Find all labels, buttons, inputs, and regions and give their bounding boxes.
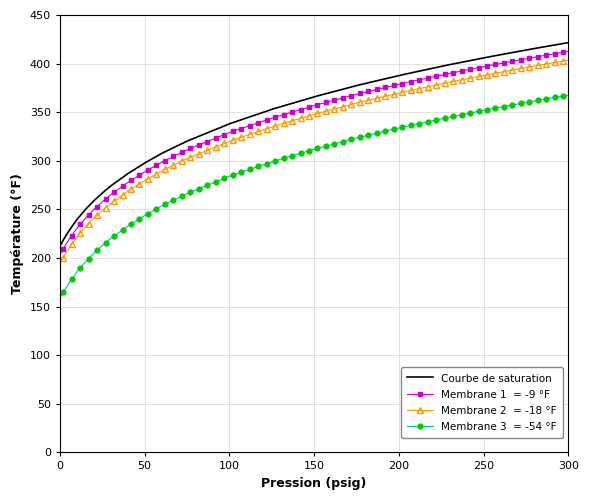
Membrane 1  = -9 °F xyxy=(565,48,572,54)
Membrane 3  = -54 °F xyxy=(286,153,293,159)
Membrane 3  = -54 °F xyxy=(396,125,403,131)
Courbe de saturation xyxy=(146,157,153,163)
Membrane 1  = -9 °F xyxy=(286,110,293,116)
Membrane 1  = -9 °F xyxy=(439,72,446,78)
Courbe de saturation xyxy=(565,40,572,46)
Courbe de saturation xyxy=(439,63,446,69)
Membrane 3  = -54 °F xyxy=(146,209,153,215)
Membrane 2  = -18 °F xyxy=(565,57,572,63)
Line: Membrane 3  = -54 °F: Membrane 3 = -54 °F xyxy=(60,95,568,299)
Line: Membrane 2  = -18 °F: Membrane 2 = -18 °F xyxy=(60,60,568,264)
Courbe de saturation xyxy=(56,243,63,249)
Membrane 2  = -18 °F xyxy=(356,99,363,105)
Membrane 2  = -18 °F xyxy=(396,90,403,96)
Membrane 1  = -9 °F xyxy=(356,91,363,97)
Courbe de saturation xyxy=(286,101,293,107)
Membrane 1  = -9 °F xyxy=(146,166,153,172)
Membrane 1  = -9 °F xyxy=(56,252,63,258)
Membrane 3  = -54 °F xyxy=(56,296,63,302)
Line: Membrane 1  = -9 °F: Membrane 1 = -9 °F xyxy=(60,51,568,255)
Membrane 3  = -54 °F xyxy=(187,189,194,195)
X-axis label: Pression (psig): Pression (psig) xyxy=(261,477,367,490)
Courbe de saturation xyxy=(356,82,363,88)
Membrane 3  = -54 °F xyxy=(565,92,572,98)
Membrane 3  = -54 °F xyxy=(356,134,363,140)
Y-axis label: Température (°F): Température (°F) xyxy=(11,173,24,294)
Membrane 2  = -18 °F xyxy=(439,81,446,87)
Membrane 2  = -18 °F xyxy=(286,118,293,124)
Membrane 2  = -18 °F xyxy=(187,154,194,160)
Membrane 3  = -54 °F xyxy=(439,115,446,121)
Membrane 2  = -18 °F xyxy=(146,174,153,180)
Membrane 1  = -9 °F xyxy=(396,81,403,87)
Membrane 1  = -9 °F xyxy=(187,145,194,151)
Courbe de saturation xyxy=(187,137,194,143)
Courbe de saturation xyxy=(396,73,403,79)
Line: Courbe de saturation: Courbe de saturation xyxy=(60,43,568,246)
Legend: Courbe de saturation, Membrane 1  = -9 °F, Membrane 2  = -18 °F, Membrane 3  = -: Courbe de saturation, Membrane 1 = -9 °F… xyxy=(401,367,563,438)
Membrane 2  = -18 °F xyxy=(56,261,63,267)
